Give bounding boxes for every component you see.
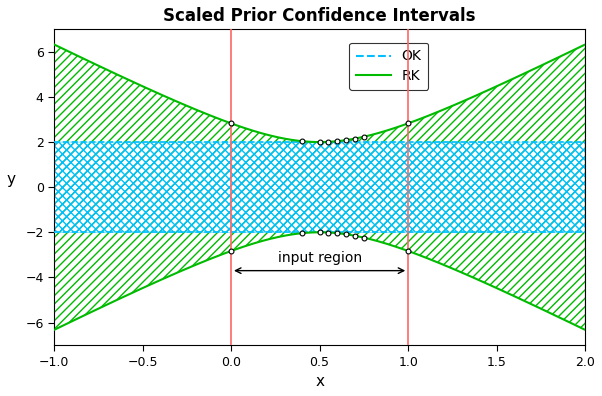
X-axis label: x: x: [315, 374, 324, 389]
Legend: OK, RK: OK, RK: [349, 42, 429, 90]
Text: input region: input region: [278, 251, 362, 265]
Title: Scaled Prior Confidence Intervals: Scaled Prior Confidence Intervals: [163, 7, 476, 25]
Y-axis label: y: y: [7, 172, 16, 187]
